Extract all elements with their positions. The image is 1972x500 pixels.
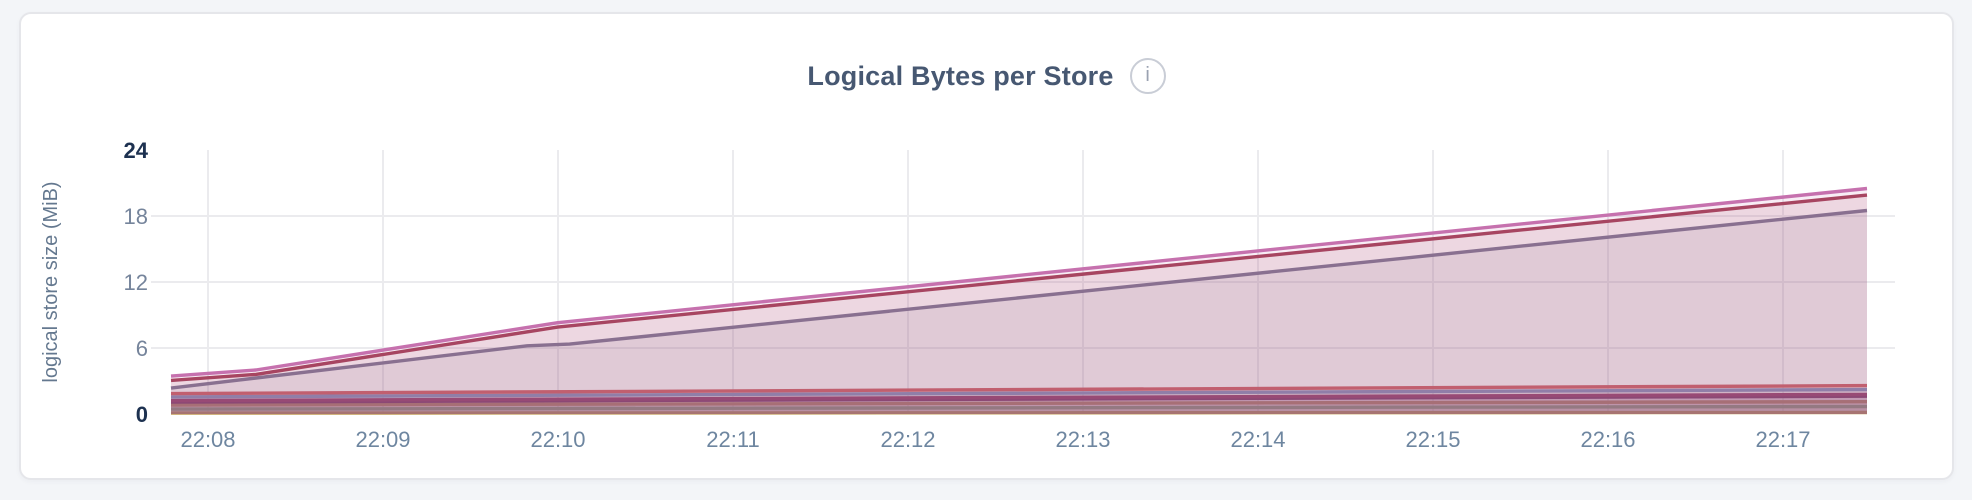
- x-tick-label: 22:10: [530, 427, 585, 452]
- y-tick-label: 24: [124, 138, 149, 163]
- x-tick-label: 22:09: [355, 427, 410, 452]
- series-line-store-flat-gold: [170, 410, 1868, 415]
- series-line-store-rising-slate: [170, 208, 1868, 390]
- y-axis-title: logical store size (MiB): [40, 181, 62, 382]
- y-tick-label: 0: [136, 402, 148, 427]
- chart-card: Logical Bytes per Store i 0 6 12 18 24 22:08 2…: [19, 12, 1954, 480]
- x-tick-label: 22:17: [1755, 427, 1810, 452]
- series-line-store-rising-maroon: [170, 193, 1868, 383]
- x-tick-label: 22:16: [1580, 427, 1635, 452]
- series-line-store-flat-magenta: [170, 392, 1868, 403]
- y-tick-label: 18: [124, 204, 148, 229]
- series-area-store-rising-pink: [171, 188, 1867, 414]
- chart-svg[interactable]: 0 6 12 18 24 22:08 22:09 22:10 22:11 22:12 22:13 22…: [21, 14, 1956, 482]
- x-tick-label: 22:15: [1405, 427, 1460, 452]
- chart-title: Logical Bytes per Store: [807, 60, 1114, 91]
- y-tick-label: 6: [136, 336, 148, 361]
- x-tick-label: 22:13: [1055, 427, 1110, 452]
- y-tick-label: 12: [124, 270, 148, 295]
- info-icon[interactable]: i: [1129, 58, 1166, 94]
- series-line-store-rising-pink: [170, 186, 1868, 378]
- series-area-store-rising-maroon: [171, 195, 1867, 414]
- x-tick-label: 22:08: [180, 427, 235, 452]
- x-tick-label: 22:11: [706, 427, 759, 452]
- series-line-store-flat-green: [170, 404, 1868, 411]
- series-line-store-flat-tan: [170, 400, 1868, 407]
- series-line-store-flat-salmon: [170, 383, 1868, 396]
- x-tick-label: 22:14: [1230, 427, 1285, 452]
- x-tick-label: 22:12: [880, 427, 935, 452]
- chart-header: Logical Bytes per Store i: [21, 58, 1952, 94]
- series-area-store-rising-slate: [171, 210, 1867, 414]
- series-line-store-flat-blue: [170, 387, 1868, 399]
